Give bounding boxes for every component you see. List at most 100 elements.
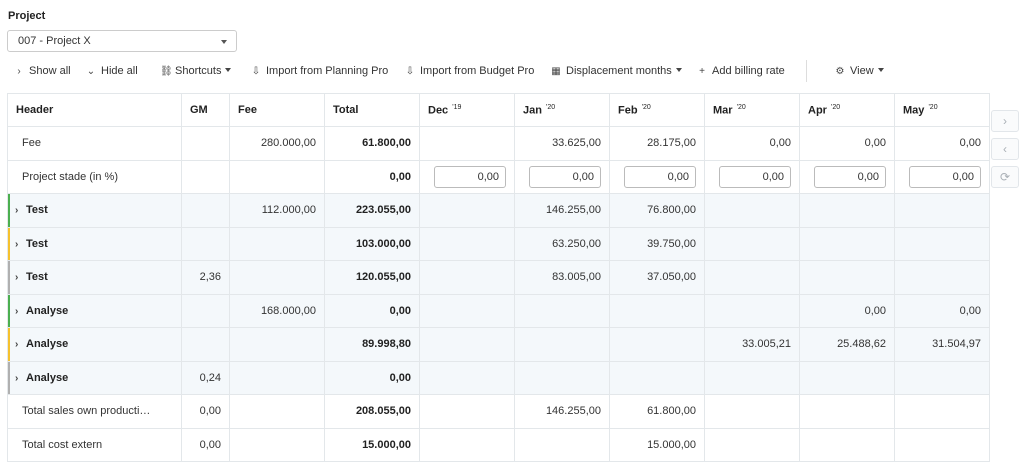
displacement-months-button[interactable]: ▦ Displacement months <box>551 60 682 82</box>
total-cell: 120.055,00 <box>324 260 420 295</box>
stade-input-mar[interactable]: 0,00 <box>719 165 791 188</box>
project-label: Project <box>8 10 46 22</box>
caret-down-icon <box>877 68 884 72</box>
month-cell <box>419 193 515 228</box>
fee-cell <box>229 427 325 462</box>
stade-input-dec[interactable]: 0,00 <box>434 165 506 188</box>
chevron-down-icon <box>221 40 227 44</box>
import-icon: ⇩ <box>405 66 415 77</box>
total-cell: 223.055,00 <box>324 193 420 228</box>
month-cell <box>704 394 800 429</box>
prev-page-button[interactable]: ‹ <box>991 138 1019 160</box>
month-cell <box>894 193 990 228</box>
billing-table: Header GM Fee Total Dec '19 Jan '20 Feb … <box>7 93 990 462</box>
fee-cell <box>229 360 325 395</box>
month-cell: 0,00 <box>704 126 800 161</box>
table-row-group[interactable]: › Test 2,36 120.055,00 83.005,00 37.050,0… <box>7 260 990 295</box>
shortcuts-button[interactable]: ⛓ Shortcuts <box>160 60 232 82</box>
import-budget-button[interactable]: ⇩ Import from Budget Pro <box>405 60 535 82</box>
month-cell: 146.255,00 <box>514 193 610 228</box>
total-cell: 61.800,00 <box>324 126 420 161</box>
table-row-group[interactable]: › Analyse 89.998,80 33.005,21 25.488,62 3… <box>7 327 990 362</box>
column-header-gm: GM <box>181 93 230 127</box>
stade-input-feb[interactable]: 0,00 <box>624 165 696 188</box>
chevron-right-icon[interactable]: › <box>15 372 19 384</box>
show-all-button[interactable]: › Show all <box>14 60 70 82</box>
status-stripe <box>8 261 10 294</box>
month-cell: 25.488,62 <box>799 327 895 362</box>
link-icon: ⛓ <box>160 66 173 77</box>
stade-input-apr[interactable]: 0,00 <box>814 165 886 188</box>
month-cell <box>799 260 895 295</box>
chevron-right-icon[interactable]: › <box>15 339 19 350</box>
month-cell <box>419 260 515 295</box>
table-header-row: Header GM Fee Total Dec '19 Jan '20 Feb … <box>7 93 990 127</box>
next-page-button[interactable]: › <box>991 110 1019 132</box>
month-cell: 0,00 <box>799 293 895 328</box>
row-label: Test <box>26 237 48 250</box>
status-stripe <box>8 361 10 394</box>
table-row-group[interactable]: › Test 103.000,00 63.250,00 39.750,00 <box>7 226 990 261</box>
gm-cell: 0,24 <box>181 360 230 395</box>
month-cell <box>704 260 800 295</box>
chevron-right-icon[interactable]: › <box>15 305 19 317</box>
refresh-button[interactable]: ⟳ <box>991 166 1019 188</box>
month-cell: 33.005,21 <box>704 327 800 362</box>
view-button[interactable]: ⚙ View <box>835 60 884 82</box>
gm-cell <box>181 159 230 194</box>
month-cell <box>514 427 610 462</box>
table-row-total-sales: Total sales own producti… 0,00 208.055,0… <box>7 394 990 429</box>
month-cell: 0,00 <box>894 293 990 328</box>
row-label: Analyse <box>26 304 69 317</box>
project-select[interactable]: 007 - Project X <box>7 30 237 52</box>
stade-input-jan[interactable]: 0,00 <box>529 165 601 188</box>
calendar-icon: ▦ <box>551 66 561 77</box>
refresh-icon: ⟳ <box>999 170 1011 184</box>
month-cell <box>704 293 800 328</box>
fee-cell: 168.000,00 <box>229 293 325 328</box>
month-cell: 39.750,00 <box>609 226 705 261</box>
table-row-group[interactable]: › Analyse 0,24 0,00 <box>7 360 990 395</box>
import-icon: ⇩ <box>251 66 261 77</box>
row-label: Analyse <box>26 338 69 351</box>
month-cell <box>799 394 895 429</box>
chevron-right-icon[interactable]: › <box>15 238 19 250</box>
total-cell: 89.998,80 <box>324 327 420 362</box>
total-cell: 15.000,00 <box>324 427 420 462</box>
chevron-right-icon[interactable]: › <box>15 205 19 216</box>
table-row-total-cost-extern: Total cost extern 0,00 15.000,00 15.000,… <box>7 427 990 462</box>
month-cell <box>704 226 800 261</box>
month-cell <box>514 360 610 395</box>
gm-cell <box>181 226 230 261</box>
stade-input-may[interactable]: 0,00 <box>909 165 981 188</box>
month-cell <box>419 360 515 395</box>
add-billing-rate-button[interactable]: + Add billing rate <box>697 60 785 82</box>
table-row-fee: Fee 280.000,00 61.800,00 33.625,00 28.17… <box>7 126 990 161</box>
month-cell <box>419 226 515 261</box>
month-cell <box>514 327 610 362</box>
month-cell: 76.800,00 <box>609 193 705 228</box>
month-cell <box>894 260 990 295</box>
import-planning-button[interactable]: ⇩ Import from Planning Pro <box>251 60 388 82</box>
total-cell: 0,00 <box>324 293 420 328</box>
status-stripe <box>8 227 10 260</box>
gm-cell <box>181 293 230 328</box>
toolbar-divider <box>806 60 807 82</box>
chevron-right-icon[interactable]: › <box>15 272 19 283</box>
row-label: Project stade (in %) <box>7 159 182 194</box>
month-cell: 63.250,00 <box>514 226 610 261</box>
month-cell: 31.504,97 <box>894 327 990 362</box>
month-cell <box>704 427 800 462</box>
month-cell: 37.050,00 <box>609 260 705 295</box>
column-header-feb: Feb '20 <box>609 93 705 127</box>
row-label: Test <box>26 271 48 284</box>
month-cell <box>704 360 800 395</box>
month-cell: 146.255,00 <box>514 394 610 429</box>
status-stripe <box>8 328 10 361</box>
month-cell <box>419 394 515 429</box>
month-cell <box>419 327 515 362</box>
hide-all-button[interactable]: ⌄ Hide all <box>86 60 138 82</box>
table-row-group[interactable]: › Test 112.000,00 223.055,00 146.255,00 7… <box>7 193 990 228</box>
table-row-group[interactable]: › Analyse 168.000,00 0,00 0,00 0,00 <box>7 293 990 328</box>
toolbar: › Show all ⌄ Hide all ⛓ Shortcuts ⇩ Import f… <box>0 60 1000 82</box>
